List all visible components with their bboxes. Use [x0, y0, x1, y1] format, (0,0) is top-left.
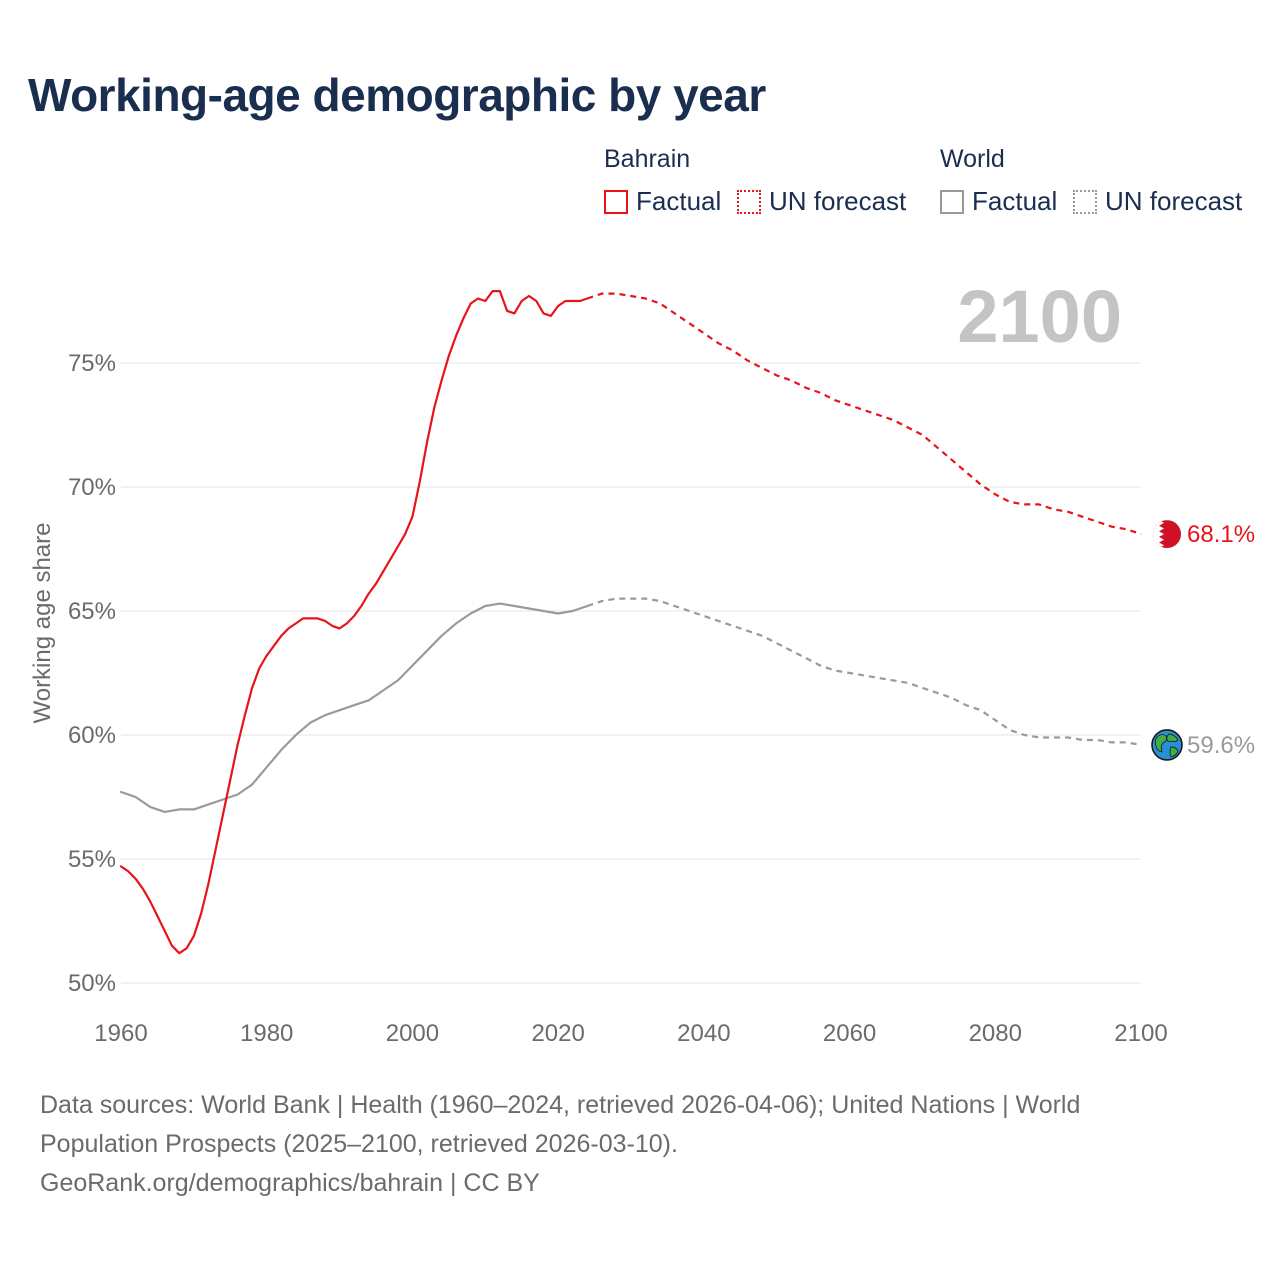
legend-label-world-factual: Factual [972, 186, 1058, 216]
footer: Data sources: World Bank | Health (1960–… [40, 1086, 1240, 1203]
legend-swatch-world-forecast [1073, 189, 1097, 214]
y-axis-title: Working age share [29, 523, 56, 724]
legend-item-world-factual[interactable]: Factual [940, 186, 1057, 217]
chart: 2100 50% 55% 60% 65% 70% 75% 1960 1980 2000 2020… [29, 275, 1255, 1047]
legend-label-bahrain-factual: Factual [636, 186, 722, 216]
legend-label-bahrain-forecast: UN forecast [769, 186, 907, 216]
series-line-bahrain-factual[interactable] [119, 290, 589, 955]
series-line-world-factual[interactable] [119, 602, 589, 813]
legend-group-bahrain: Bahrain [604, 145, 691, 173]
legend-item-bahrain-factual[interactable]: Factual [604, 186, 721, 217]
legend-swatch-world-factual [940, 189, 964, 214]
y-axis-ticks: 50% 55% 60% 65% 70% 75% [68, 350, 116, 997]
legend-swatch-bahrain-factual [604, 189, 628, 214]
x-axis-ticks: 1960 1980 2000 2020 2040 2060 2080 2100 [94, 1020, 1167, 1047]
x-tick-label: 1960 [94, 1020, 147, 1047]
end-value-label-bahrain: 68.1% [1187, 521, 1255, 548]
series-line-bahrain-forecast[interactable] [586, 292, 1142, 536]
series-lines [119, 290, 1142, 955]
legend-group-world: World [940, 145, 1005, 173]
series-line-world-forecast[interactable] [586, 597, 1142, 746]
x-tick-label: 2000 [386, 1020, 439, 1047]
grid [121, 362, 1141, 984]
y-tick-label: 65% [68, 598, 116, 625]
footer-sources-line-2: Population Prospects (2025–2100, retriev… [40, 1130, 678, 1158]
x-tick-label: 2020 [531, 1020, 584, 1047]
y-tick-label: 60% [68, 722, 116, 749]
current-year-label: 2100 [957, 275, 1122, 358]
legend-label-world-forecast: UN forecast [1105, 186, 1243, 216]
legend-item-world-forecast[interactable]: UN forecast [1073, 186, 1242, 217]
footer-credit: GeoRank.org/demographics/bahrain | CC BY [40, 1169, 540, 1197]
x-tick-label: 2100 [1114, 1020, 1167, 1047]
y-tick-label: 70% [68, 474, 116, 501]
x-tick-label: 2060 [823, 1020, 876, 1047]
y-tick-label: 50% [68, 970, 116, 997]
x-tick-label: 1980 [240, 1020, 293, 1047]
y-tick-label: 55% [68, 846, 116, 873]
legend-swatch-bahrain-forecast [737, 189, 761, 214]
end-value-label-world: 59.6% [1187, 732, 1255, 759]
y-tick-label: 75% [68, 350, 116, 377]
end-markers: 68.1% 59.6% [1151, 520, 1255, 761]
footer-sources-line-1: Data sources: World Bank | Health (1960–… [40, 1091, 1081, 1119]
globe-icon [1151, 729, 1183, 761]
chart-title: Working-age demographic by year [28, 69, 766, 121]
bahrain-flag-icon [1153, 520, 1181, 549]
legend-item-bahrain-forecast[interactable]: UN forecast [737, 186, 906, 217]
x-tick-label: 2080 [969, 1020, 1022, 1047]
x-tick-label: 2040 [677, 1020, 730, 1047]
